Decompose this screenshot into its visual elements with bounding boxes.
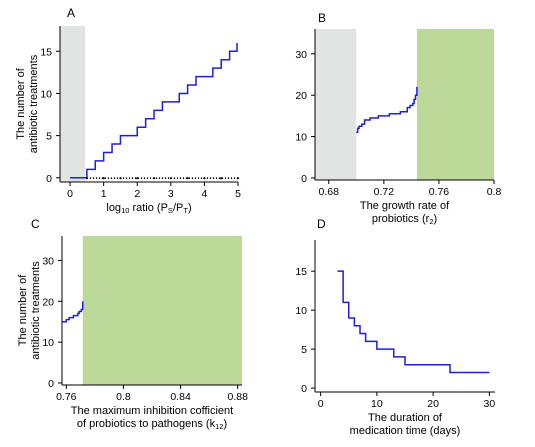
x-axis-label-part: probiotics (r <box>372 213 430 225</box>
x-tick-label: 0.88 <box>227 391 248 403</box>
y-axis-label-line: antibiotic treatments <box>30 261 42 360</box>
x-tick-label: 0 <box>318 398 324 410</box>
y-tick-label: 5 <box>46 131 52 143</box>
y-tick-label: 10 <box>295 305 307 317</box>
x-tick-label: 30 <box>484 398 496 410</box>
dotted-marker <box>102 177 105 180</box>
y-tick-label: 15 <box>40 46 52 58</box>
x-axis-label: log10 ratio (PS/PT) <box>106 202 191 215</box>
x-axis-label-subscript: S <box>168 206 173 215</box>
y-tick-label: 0 <box>301 383 307 395</box>
y-tick-label: 10 <box>295 132 307 144</box>
x-tick-label: 0.8 <box>116 391 131 403</box>
x-axis-label-part: /P <box>173 202 183 214</box>
y-axis-label: The number ofantibiotic treatments <box>17 261 42 360</box>
y-tick-label: 20 <box>295 90 307 102</box>
y-tick-label: 20 <box>42 296 54 308</box>
x-tick-label: 0.76 <box>56 391 77 403</box>
x-axis-label-subscript: 10 <box>121 206 129 215</box>
x-axis-label-line: of probiotics to pathogens (k12) <box>77 418 227 431</box>
x-axis-label-part: log <box>106 202 121 214</box>
y-tick-label: 0 <box>301 173 307 185</box>
series-line-1 <box>337 270 490 374</box>
x-axis-label-part: ratio (P <box>129 202 168 214</box>
x-axis-label-line: probiotics (r2) <box>372 213 437 226</box>
y-axis-label-line: The number of <box>17 274 29 346</box>
x-tick-label: 2 <box>134 188 140 200</box>
x-tick-label: 20 <box>427 398 439 410</box>
panel-d: D 0 10 20 30 0 5 10 15 The duration ofmedication… <box>295 217 495 437</box>
x-axis-label-part: of probiotics to pathogens (k <box>77 418 216 430</box>
y-axis-label: The number ofantibiotic treatments <box>15 54 40 153</box>
panel-d-letter: D <box>317 217 326 231</box>
x-axis-label-part: ) <box>188 202 192 214</box>
y-axis-label-line: antibiotic treatments <box>28 54 40 153</box>
y-tick-label: 15 <box>295 266 307 278</box>
x-tick-label: 5 <box>235 188 241 200</box>
shaded-region-1 <box>82 236 242 385</box>
y-tick-label: 0 <box>46 173 52 185</box>
x-axis-label-subscript: 2 <box>429 217 433 226</box>
x-axis-label-line: The maximum inhibition cofficient <box>71 405 233 417</box>
y-tick-label: 30 <box>42 255 54 267</box>
x-axis-label-line: The duration of <box>368 412 443 424</box>
x-tick-label: 0.76 <box>429 186 450 198</box>
shaded-region-1 <box>60 26 86 182</box>
panel-b: B 0.68 0.72 0.76 0.8 0 10 20 30 The growth rate … <box>295 11 501 226</box>
x-tick-label: 1 <box>101 188 107 200</box>
panel-c-letter: C <box>31 217 40 231</box>
series-line-1 <box>62 301 84 323</box>
x-tick-label: 4 <box>201 188 207 200</box>
x-tick-label: 0.84 <box>170 391 191 403</box>
series-line-1 <box>70 42 238 179</box>
x-tick-label: 0.72 <box>374 186 395 198</box>
x-axis-label-subscript: T <box>183 206 188 215</box>
x-tick-label: 3 <box>168 188 174 200</box>
x-tick-label: 10 <box>371 398 383 410</box>
x-axis-label-line: medication time (days) <box>350 425 461 437</box>
dotted-marker <box>136 177 139 180</box>
y-axis-label-line: The number of <box>15 67 27 139</box>
y-tick-label: 5 <box>301 344 307 356</box>
y-tick-label: 10 <box>42 337 54 349</box>
x-axis-label-part: The maximum inhibition cofficient <box>71 405 233 417</box>
x-tick-label: 0 <box>67 188 73 200</box>
x-axis-label-part: The growth rate of <box>360 200 450 212</box>
dotted-marker <box>186 177 189 180</box>
shaded-region-2 <box>416 29 494 180</box>
x-axis-label-subscript: 12 <box>215 422 223 431</box>
panel-b-letter: B <box>318 11 326 25</box>
shaded-region-1 <box>315 29 357 180</box>
y-tick-label: 10 <box>40 88 52 100</box>
x-axis-label-part: The duration of <box>368 412 443 424</box>
y-tick-label: 30 <box>295 49 307 61</box>
x-tick-label: 0.8 <box>487 186 502 198</box>
x-axis-label-part: ) <box>223 418 227 430</box>
panel-a-letter: A <box>67 6 75 20</box>
x-tick-label: 0.68 <box>319 186 340 198</box>
y-tick-label: 0 <box>48 378 54 390</box>
dotted-marker <box>220 177 223 180</box>
series-line-1 <box>356 86 418 134</box>
x-axis-label-part: ) <box>433 213 437 225</box>
x-axis-label-line: The growth rate of <box>360 200 450 212</box>
x-axis-label-part: medication time (days) <box>350 425 461 437</box>
